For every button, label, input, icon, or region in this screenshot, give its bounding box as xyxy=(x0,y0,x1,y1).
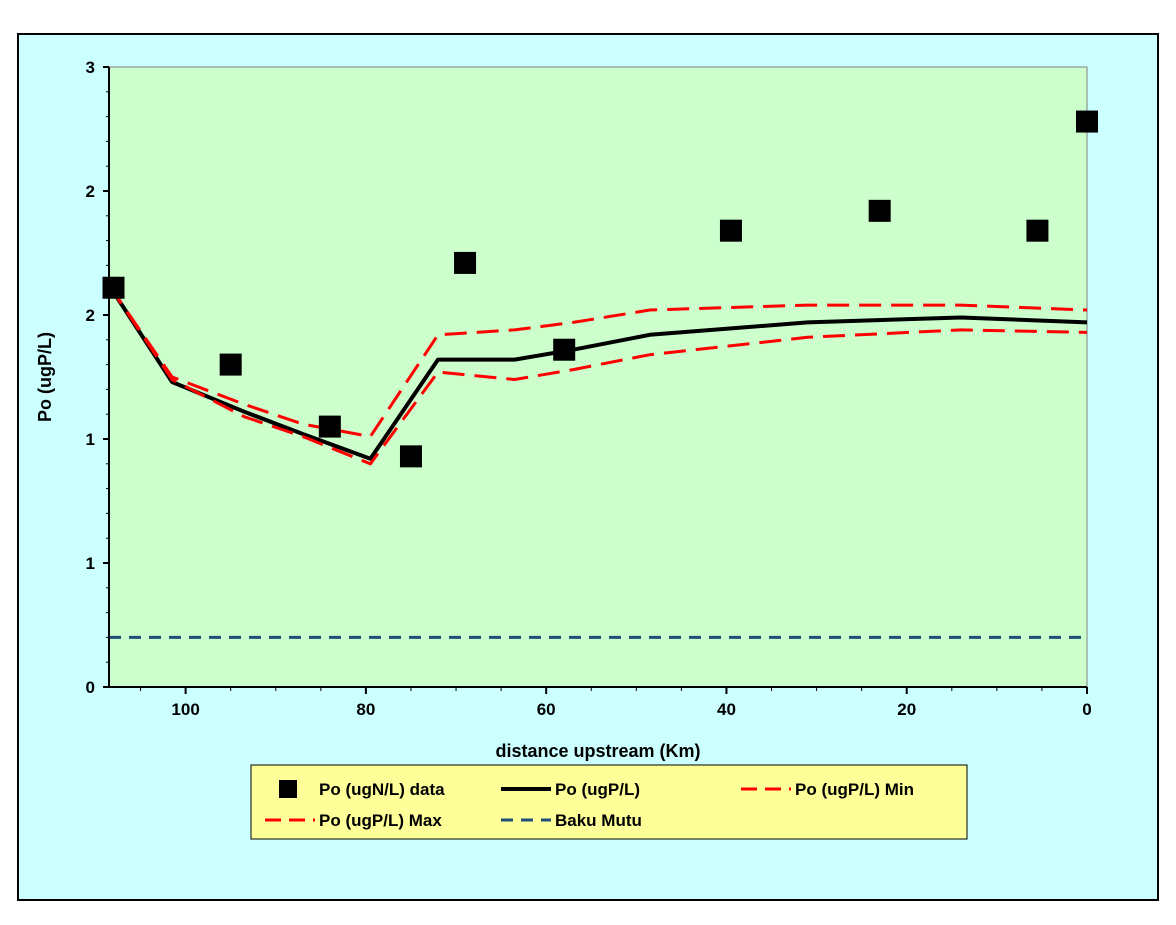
data-point-marker xyxy=(102,276,125,299)
data-point-marker xyxy=(454,251,477,274)
y-tick-label: 2 xyxy=(86,182,95,201)
data-point-marker xyxy=(1076,110,1098,133)
data-point-marker xyxy=(719,219,742,242)
data-point-marker xyxy=(1026,219,1049,242)
x-tick-label: 80 xyxy=(356,700,375,719)
legend: Po (ugN/L) data Po (ugP/L) Po (ugP/L) Min P… xyxy=(250,764,968,840)
data-point-marker xyxy=(868,199,891,222)
data-point-marker xyxy=(553,338,576,361)
legend-label: Baku Mutu xyxy=(555,811,642,830)
legend-marker xyxy=(279,780,297,798)
x-tick-label: 0 xyxy=(1082,700,1091,719)
x-tick-label: 20 xyxy=(897,700,916,719)
plot-area xyxy=(108,66,1088,688)
legend-label: Po (ugN/L) data xyxy=(319,780,445,799)
x-axis-title: distance upstream (Km) xyxy=(495,741,700,761)
y-tick-label: 2 xyxy=(86,306,95,325)
legend-label: Po (ugP/L) Max xyxy=(319,811,442,830)
y-tick-label: 1 xyxy=(86,554,95,573)
x-tick-label: 100 xyxy=(171,700,199,719)
legend-box xyxy=(250,764,968,840)
data-point-marker xyxy=(399,445,422,468)
x-tick-label: 60 xyxy=(537,700,556,719)
y-tick-label: 3 xyxy=(86,58,95,77)
series-line-1 xyxy=(107,284,1088,461)
chart-frame: 0 1 1 2 2 3 100 80 60 40 20 0 distance upstream (Km… xyxy=(17,33,1159,901)
chart-svg: 0 1 1 2 2 3 100 80 60 40 20 0 distance upstream (Km… xyxy=(35,58,1098,840)
x-tick-label: 40 xyxy=(717,700,736,719)
series-line-3 xyxy=(107,284,1088,438)
legend-label: Po (ugP/L) xyxy=(555,780,640,799)
data-point-marker xyxy=(219,353,242,376)
legend-label: Po (ugP/L) Min xyxy=(795,780,914,799)
y-tick-label: 1 xyxy=(86,430,95,449)
data-point-marker xyxy=(318,415,341,438)
series-line-2 xyxy=(107,284,1088,466)
y-axis-title: Po (ugP/L) xyxy=(35,332,55,422)
y-tick-label: 0 xyxy=(86,678,95,697)
